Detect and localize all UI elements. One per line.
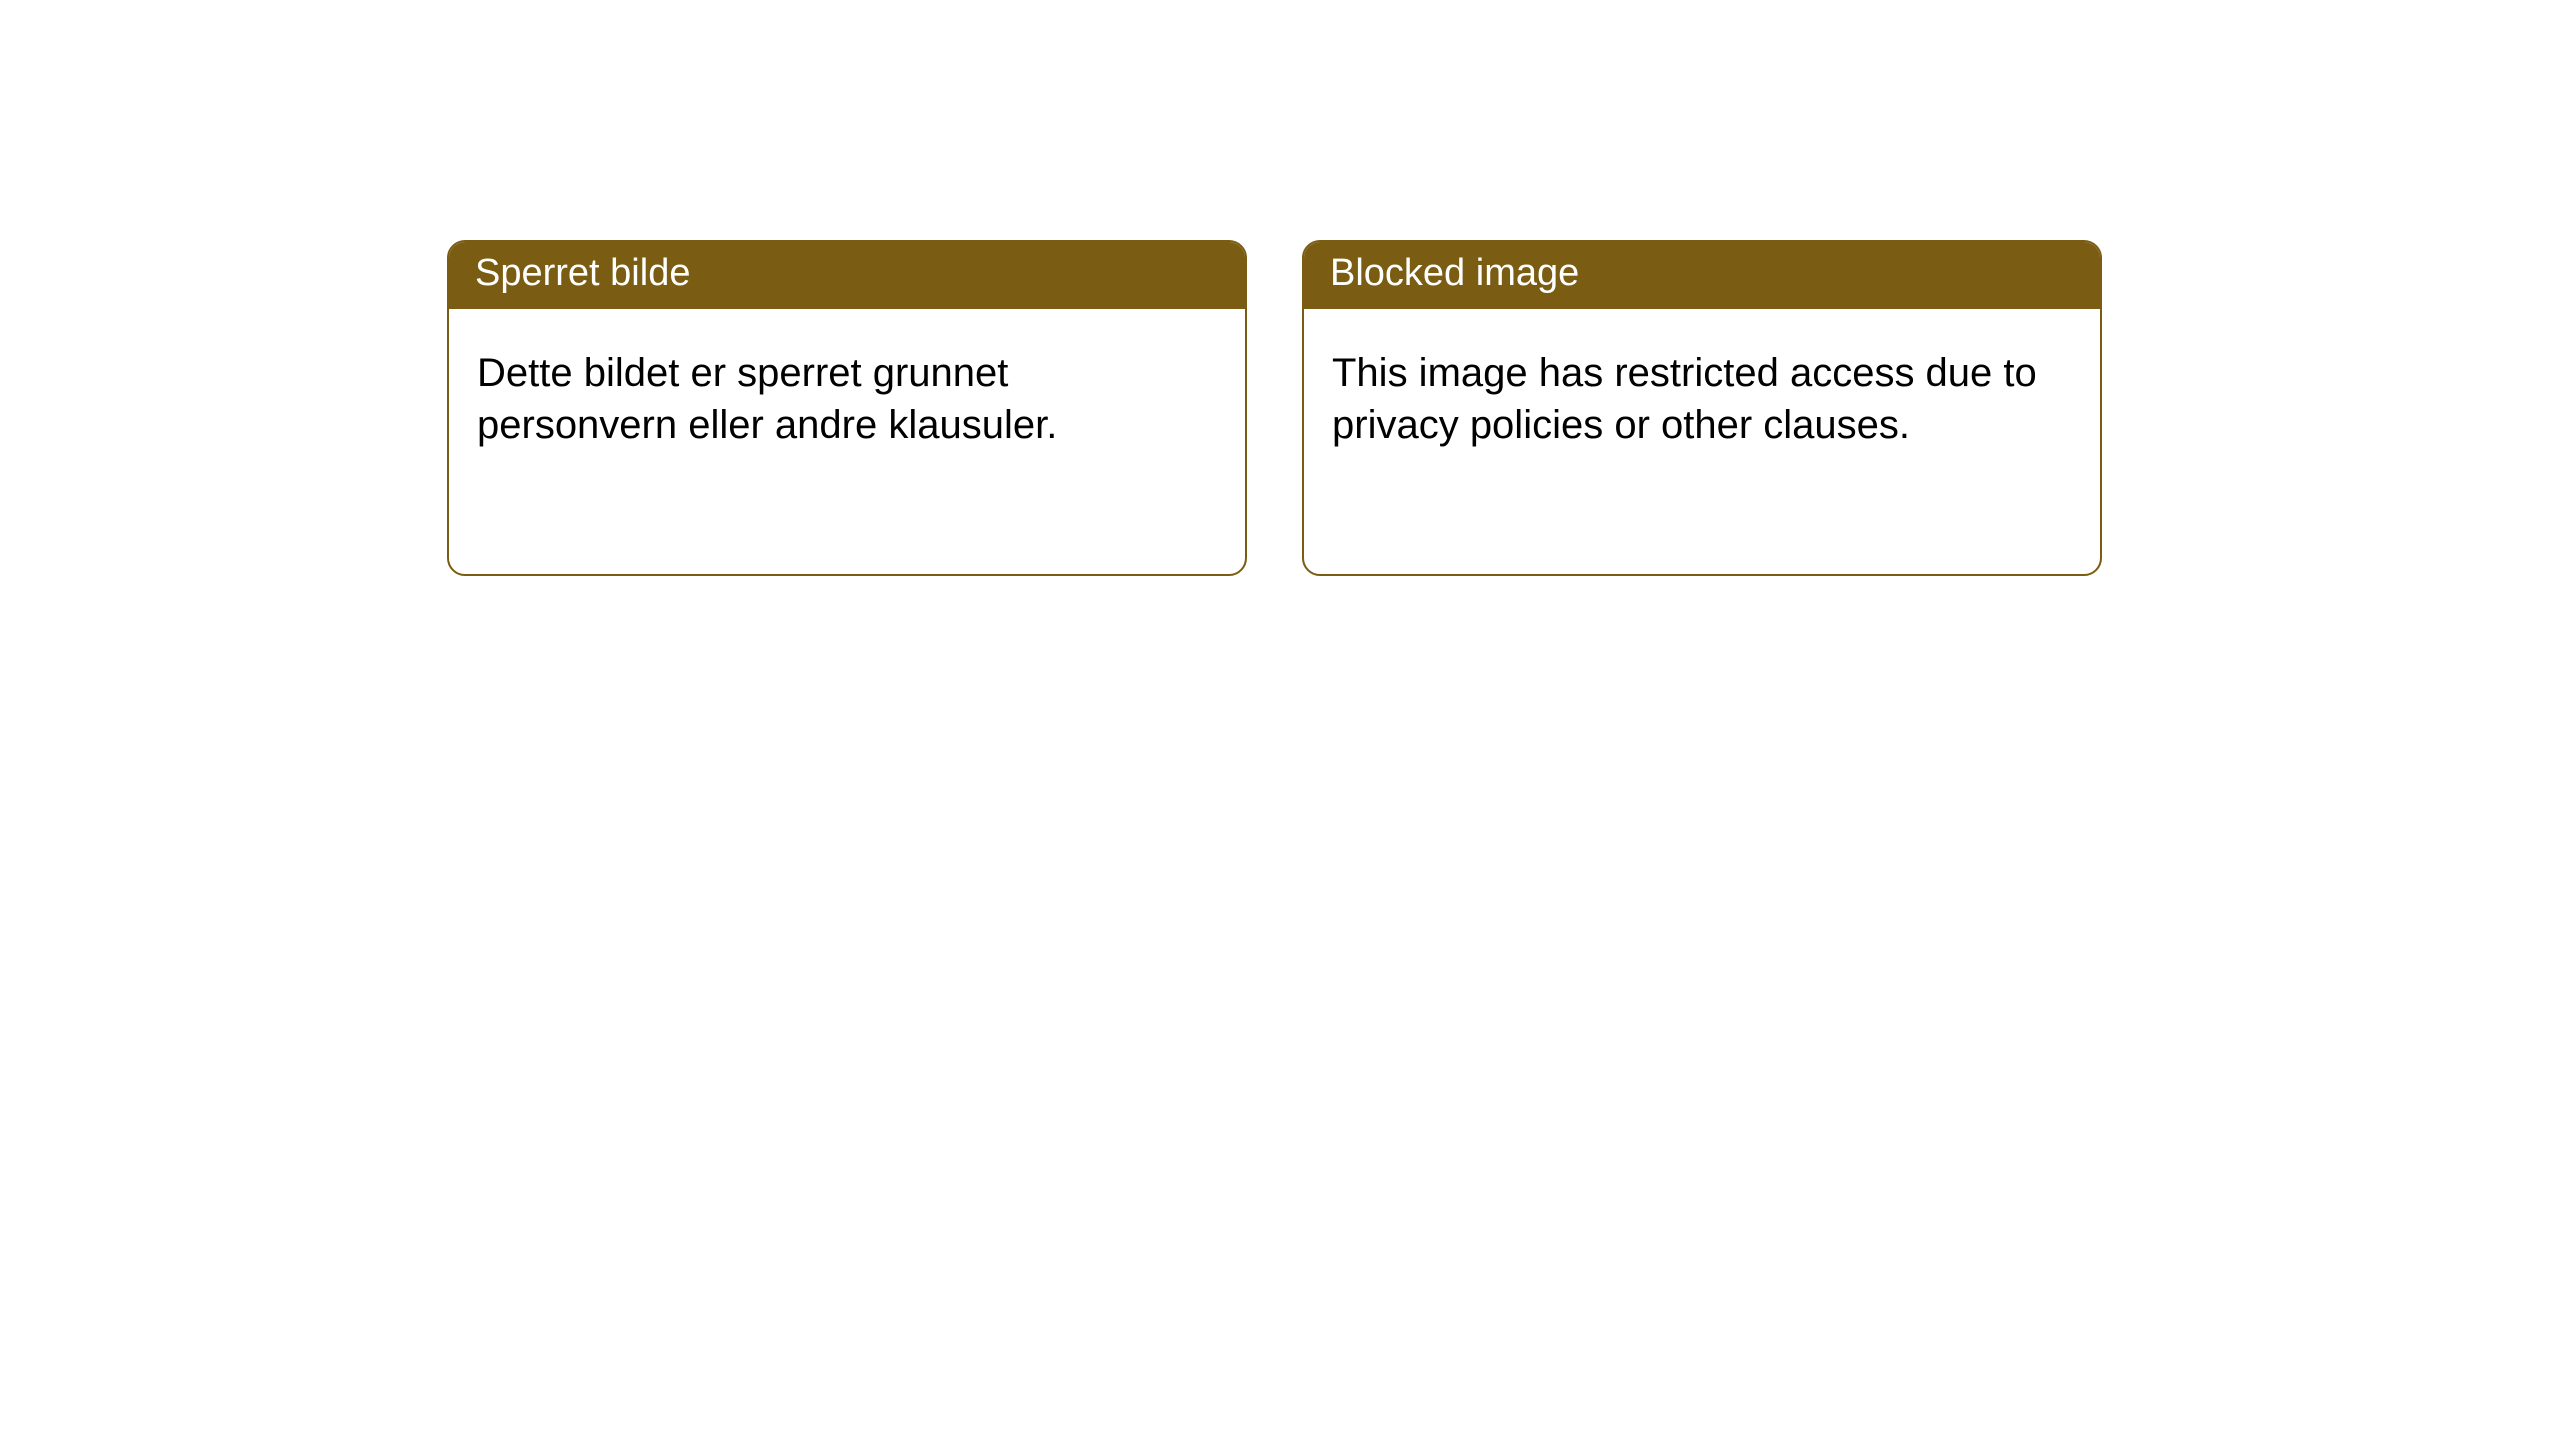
card-title-no: Sperret bilde [449, 242, 1245, 309]
blocked-image-card-en: Blocked image This image has restricted … [1302, 240, 2102, 576]
card-title-en: Blocked image [1304, 242, 2100, 309]
notice-cards-container: Sperret bilde Dette bildet er sperret gr… [447, 240, 2102, 576]
card-body-en: This image has restricted access due to … [1304, 309, 2100, 479]
card-body-no: Dette bildet er sperret grunnet personve… [449, 309, 1245, 479]
blocked-image-card-no: Sperret bilde Dette bildet er sperret gr… [447, 240, 1247, 576]
